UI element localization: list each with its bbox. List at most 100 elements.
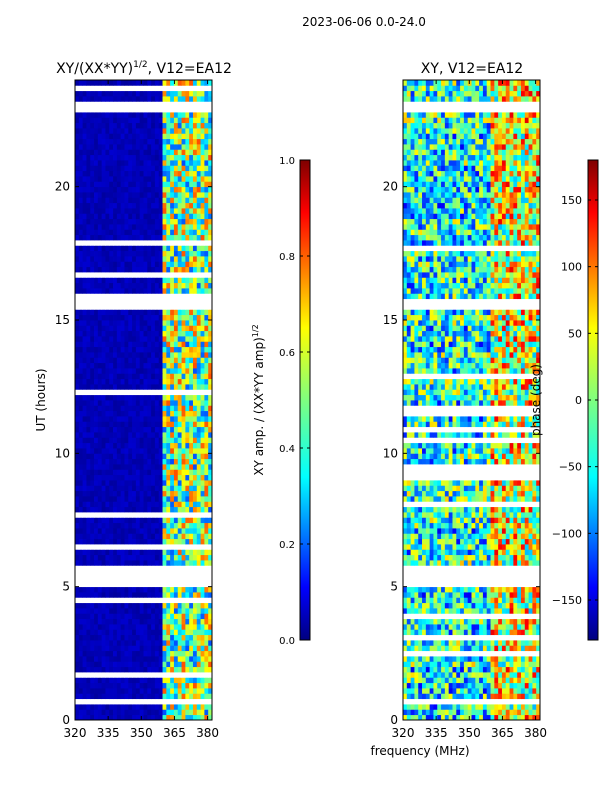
heatmap-cell <box>185 320 190 326</box>
heatmap-cell <box>113 469 118 476</box>
heatmap-cell <box>78 576 84 582</box>
heatmap-cell <box>185 170 190 177</box>
heatmap-cell <box>185 517 190 524</box>
heatmap-cell <box>482 704 488 710</box>
heatmap-cell <box>162 202 167 209</box>
heatmap-cell <box>97 373 103 380</box>
heatmap-cell <box>109 245 114 252</box>
heatmap-cell <box>101 346 106 353</box>
heatmap-cell <box>528 709 533 716</box>
heatmap-cell <box>185 437 190 444</box>
heatmap-cell <box>181 197 186 204</box>
heatmap-cell <box>200 218 205 225</box>
heatmap-cell <box>151 629 156 636</box>
heatmap-cell <box>162 602 167 609</box>
heatmap-cell <box>94 538 99 545</box>
heatmap-cell <box>132 613 137 620</box>
heatmap-cell <box>143 298 148 305</box>
heatmap-cell <box>82 186 87 193</box>
heatmap-cell <box>185 565 190 572</box>
heatmap-cell <box>97 314 103 321</box>
heatmap-cell <box>173 293 179 300</box>
heatmap-cell <box>132 224 137 230</box>
heatmap-cell <box>94 384 99 390</box>
heatmap-cell <box>132 144 137 150</box>
heatmap-cell <box>204 608 209 614</box>
heatmap-cell <box>139 506 144 513</box>
heatmap-cell <box>120 149 125 156</box>
heatmap-cell <box>82 234 87 241</box>
heatmap-cell <box>97 245 103 252</box>
heatmap-cell <box>200 565 205 572</box>
heatmap-cell <box>109 250 114 257</box>
heatmap-cell <box>204 576 209 582</box>
heatmap-cell <box>143 538 148 545</box>
heatmap-cell <box>139 565 144 572</box>
heatmap-cell <box>498 677 503 684</box>
heatmap-cell <box>151 512 156 518</box>
heatmap-cell <box>147 394 152 401</box>
heatmap-cell <box>181 112 186 118</box>
heatmap-cell <box>94 416 99 422</box>
heatmap-cell <box>158 208 163 214</box>
heatmap-cell <box>86 448 91 454</box>
heatmap-cell <box>509 709 514 716</box>
heatmap-cell <box>154 565 160 572</box>
heatmap-cell <box>78 682 84 689</box>
heatmap-cell <box>208 85 213 92</box>
heatmap-cell <box>532 640 537 646</box>
heatmap-cell <box>143 80 148 86</box>
heatmap-cell <box>109 208 114 214</box>
heatmap-cell <box>143 309 148 316</box>
heatmap-cell <box>124 554 129 561</box>
heatmap-cell <box>135 224 141 230</box>
heatmap-cell <box>189 400 194 406</box>
heatmap-cell <box>86 506 91 513</box>
heatmap-cell <box>94 160 99 166</box>
heatmap-cell <box>414 672 419 678</box>
heatmap-cell <box>196 352 201 358</box>
heatmap-cell <box>509 698 514 705</box>
heatmap-cell <box>162 480 167 486</box>
heatmap-cell <box>181 426 186 433</box>
heatmap-cell <box>196 218 201 225</box>
heatmap-cell <box>113 554 118 561</box>
heatmap-cell <box>437 650 442 657</box>
heatmap-cell <box>128 208 133 214</box>
heatmap-cell <box>520 698 526 705</box>
heatmap-cell <box>78 618 84 625</box>
heatmap-cell <box>124 533 129 540</box>
heatmap-cell <box>189 698 194 705</box>
heatmap-cell <box>158 186 163 193</box>
heatmap-cell <box>75 506 80 513</box>
heatmap-cell <box>181 421 186 428</box>
heatmap-cell <box>177 554 182 561</box>
heatmap-cell <box>105 501 110 508</box>
heatmap-cell <box>86 560 91 566</box>
heatmap-cell <box>147 570 152 577</box>
heatmap-cell <box>200 608 205 614</box>
heatmap-cell <box>147 234 152 241</box>
heatmap-cell <box>124 293 129 300</box>
heatmap-cell <box>181 517 186 524</box>
heatmap-cell <box>162 426 167 433</box>
heatmap-cell <box>192 293 198 300</box>
heatmap-cell <box>97 378 103 385</box>
heatmap-cell <box>528 688 533 694</box>
heatmap-cell <box>143 304 148 310</box>
heatmap-cell <box>120 314 125 321</box>
heatmap-cell <box>185 378 190 385</box>
heatmap-cell <box>82 672 87 678</box>
heatmap-cell <box>158 704 163 710</box>
heatmap-cell <box>105 485 110 492</box>
heatmap-cell <box>109 320 114 326</box>
heatmap-cell <box>441 693 446 700</box>
heatmap-cell <box>173 261 179 268</box>
heatmap-cell <box>147 330 152 337</box>
heatmap-cell <box>116 480 122 486</box>
heatmap-cell <box>185 522 190 529</box>
heatmap-cell <box>185 304 190 310</box>
heatmap-cell <box>116 501 122 508</box>
heatmap-cell <box>101 554 106 561</box>
heatmap-cell <box>120 389 125 396</box>
